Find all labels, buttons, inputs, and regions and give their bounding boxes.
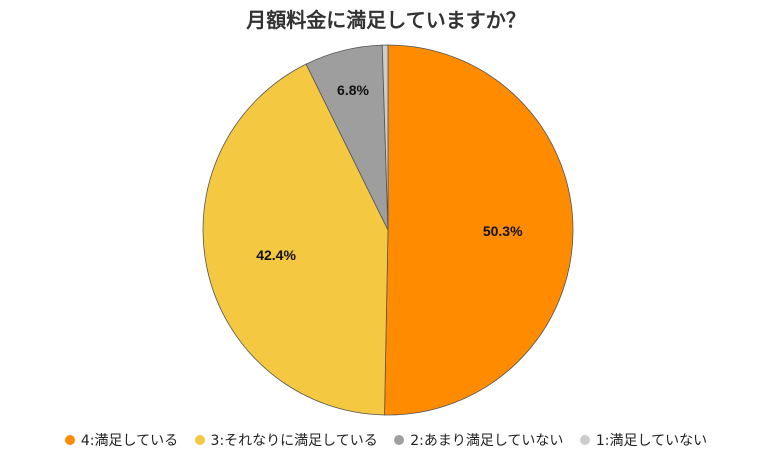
legend-item-not-very-satisfied: 2:あまり満足していない (394, 430, 563, 450)
legend-marker-icon (194, 435, 205, 445)
legend-marker-icon (579, 435, 590, 445)
pie-slice (384, 44, 574, 416)
legend-marker-icon (394, 435, 405, 445)
pie-data-labels: 50.3% 42.4% 6.8% (256, 82, 523, 263)
legend-item-satisfied: 4:満足している (64, 430, 178, 450)
chart-title: 月額料金に満足していますか？ (246, 8, 526, 32)
data-label: 6.8% (337, 82, 369, 98)
legend-item-somewhat-satisfied: 3:それなりに満足している (194, 430, 378, 450)
pie-slices (202, 44, 574, 416)
data-label: 42.4% (256, 247, 296, 263)
legend-marker-icon (64, 435, 75, 445)
pie-slice (381, 44, 389, 231)
legend-item-not-satisfied: 1:満足していない (579, 430, 707, 450)
chart-legend: 4:満足している 3:それなりに満足している 2:あまり満足していない 1:満足… (0, 430, 772, 450)
data-label: 50.3% (483, 223, 523, 239)
pie-slice (202, 63, 389, 416)
